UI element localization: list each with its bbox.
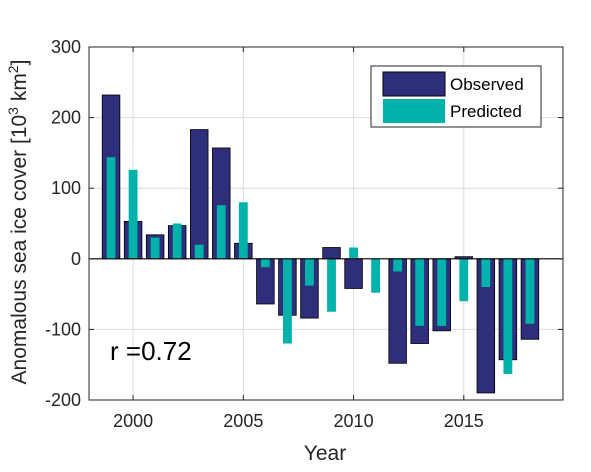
annotation-r: r =0.72 [110, 336, 192, 366]
y-label-main: Anomalous sea ice cover [10 [8, 115, 31, 385]
y-label-exp2: 2 [5, 65, 21, 73]
bar-predicted-2017 [503, 258, 513, 374]
legend-swatch-predicted [383, 99, 445, 123]
bar-predicted-2004 [216, 205, 226, 259]
bar-observed-2012 [388, 258, 407, 364]
bar-predicted-2000 [128, 169, 138, 259]
ticks-layer: 2000 2005 2010 2015 -200 -100 0 100 200 300 [45, 37, 563, 431]
bar-predicted-2001 [150, 237, 160, 259]
y-tick-label: 200 [51, 108, 81, 128]
bar-predicted-2009 [327, 258, 336, 312]
y-label-close: ] [8, 60, 31, 66]
bar-predicted-2015 [459, 258, 469, 302]
bar-predicted-2013 [415, 258, 425, 326]
y-axis-label: Anomalous sea ice cover [103 km2] [5, 60, 31, 385]
bar-predicted-2006 [260, 258, 270, 268]
bar-observed-2010 [344, 258, 363, 289]
legend-label-observed: Observed [450, 75, 524, 94]
bar-predicted-2016 [481, 258, 491, 288]
y-tick-label: -200 [45, 390, 81, 410]
y-tick-label: 0 [71, 249, 81, 269]
x-tick-label: 2015 [444, 411, 484, 431]
bar-predicted-2018 [525, 258, 535, 324]
y-tick-label: -100 [45, 319, 81, 339]
y-tick-label: 100 [51, 178, 81, 198]
bar-predicted-1999 [106, 157, 116, 259]
bar-observed-2009 [322, 247, 341, 260]
y-label-unit: km [8, 73, 31, 107]
bar-predicted-2010 [349, 247, 358, 259]
x-tick-label: 2000 [113, 411, 153, 431]
bar-predicted-2003 [194, 244, 204, 259]
legend-label-predicted: Predicted [450, 102, 522, 121]
legend-swatch-observed [382, 71, 446, 97]
y-label-exp1: 3 [5, 107, 21, 115]
plot-frame [88, 46, 564, 401]
bar-predicted-2011 [371, 258, 381, 293]
x-axis-label: Year [304, 442, 346, 465]
bar-predicted-2008 [305, 258, 314, 286]
legend: Observed Predicted [370, 65, 542, 128]
y-tick-label: 300 [51, 37, 81, 57]
bars-layer [101, 94, 540, 394]
bar-predicted-2002 [172, 223, 182, 259]
x-tick-label: 2005 [223, 411, 263, 431]
bar-observed-2003 [190, 129, 209, 260]
bar-predicted-2007 [283, 258, 292, 344]
bar-predicted-2012 [393, 258, 403, 272]
bar-predicted-2014 [437, 258, 447, 326]
bar-predicted-2005 [238, 202, 248, 259]
x-tick-label: 2010 [334, 411, 374, 431]
